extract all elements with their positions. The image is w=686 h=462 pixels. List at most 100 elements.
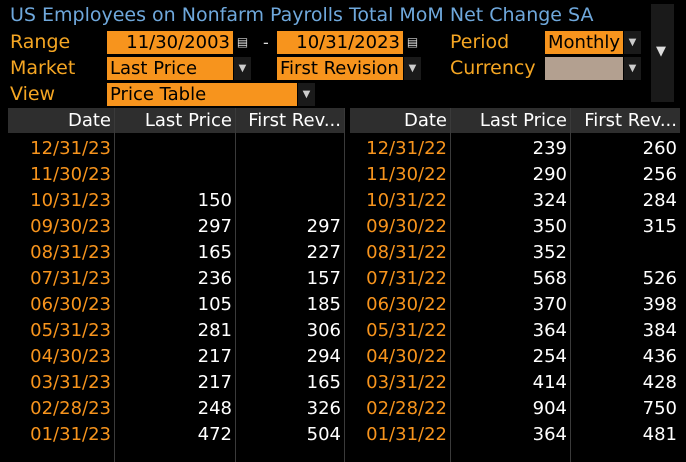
first-revision-cell[interactable]: 185 [306, 294, 341, 315]
first-revision-cell[interactable]: 260 [642, 138, 677, 159]
column-header-last-price[interactable]: Last Price [115, 108, 235, 133]
last-price-cell[interactable]: 297 [197, 216, 232, 237]
last-price-cell[interactable] [115, 136, 235, 162]
first-revision-cell[interactable]: 297 [306, 216, 341, 237]
view-select[interactable]: Price Table [107, 83, 297, 106]
column-header-first-revision[interactable]: First Rev... [571, 108, 680, 133]
first-revision-cell[interactable]: 256 [642, 164, 677, 185]
last-price-cell[interactable]: 150 [197, 190, 232, 211]
market-select[interactable]: Last Price [107, 57, 233, 80]
column-header-last-price[interactable]: Last Price [451, 108, 570, 133]
first-revision-cell[interactable]: 315 [642, 216, 677, 237]
last-price-cell[interactable]: 414 [532, 372, 567, 393]
options-menu-button[interactable]: ▼ [651, 4, 674, 102]
date-cell[interactable]: 04/30/23 [30, 346, 111, 367]
date-cell[interactable]: 06/30/23 [30, 294, 111, 315]
last-price-cell[interactable]: 254 [532, 346, 567, 367]
date-cell[interactable]: 02/28/23 [30, 398, 111, 419]
chevron-down-icon[interactable]: ▼ [234, 57, 251, 80]
range-separator: - [263, 33, 269, 52]
date-cell[interactable]: 01/31/23 [30, 424, 111, 445]
last-price-cell[interactable]: 370 [532, 294, 567, 315]
first-revision-cell[interactable]: 294 [306, 346, 341, 367]
chevron-down-icon[interactable]: ▼ [404, 57, 421, 80]
range-start-input[interactable]: 11/30/2003 [107, 31, 233, 54]
last-price-cell[interactable] [115, 162, 235, 188]
first-revision-cell[interactable]: 398 [642, 294, 677, 315]
column-divider [570, 108, 571, 462]
last-price-cell[interactable]: 165 [197, 242, 232, 263]
first-revision-cell[interactable]: 428 [642, 372, 677, 393]
last-price-cell[interactable]: 352 [532, 242, 567, 263]
last-price-cell[interactable]: 290 [532, 164, 567, 185]
first-revision-cell[interactable]: 526 [642, 268, 677, 289]
chevron-down-icon[interactable]: ▼ [298, 83, 315, 106]
first-revision-cell[interactable]: 157 [306, 268, 341, 289]
first-revision-cell[interactable] [236, 136, 344, 162]
first-revision-cell[interactable]: 436 [642, 346, 677, 367]
date-cell[interactable]: 02/28/22 [366, 398, 447, 419]
range-label: Range [10, 31, 71, 53]
last-price-cell[interactable]: 236 [197, 268, 232, 289]
first-revision-cell[interactable]: 165 [306, 372, 341, 393]
date-cell[interactable]: 10/31/23 [30, 190, 111, 211]
date-cell[interactable]: 12/31/22 [366, 138, 447, 159]
date-cell[interactable]: 08/31/23 [30, 242, 111, 263]
calendar-icon[interactable]: ▤ [404, 31, 421, 54]
range-end-input[interactable]: 10/31/2023 [277, 31, 403, 54]
date-cell[interactable]: 05/31/22 [366, 320, 447, 341]
column-header-date[interactable]: Date [8, 108, 114, 133]
last-price-cell[interactable]: 364 [532, 320, 567, 341]
date-cell[interactable]: 11/30/22 [366, 164, 447, 185]
date-cell[interactable]: 09/30/23 [30, 216, 111, 237]
calendar-icon[interactable]: ▤ [234, 31, 251, 54]
last-price-cell[interactable]: 217 [197, 346, 232, 367]
price-table: Date Last Price First Rev... Date Last P… [8, 108, 686, 462]
first-revision-cell[interactable]: 384 [642, 320, 677, 341]
column-header-first-revision[interactable]: First Rev... [236, 108, 344, 133]
date-cell[interactable]: 06/30/22 [366, 294, 447, 315]
last-price-cell[interactable]: 472 [197, 424, 232, 445]
date-cell[interactable]: 03/31/23 [30, 372, 111, 393]
date-cell[interactable]: 07/31/23 [30, 268, 111, 289]
first-revision-cell[interactable]: 284 [642, 190, 677, 211]
column-header-date[interactable]: Date [350, 108, 450, 133]
date-cell[interactable]: 04/30/22 [366, 346, 447, 367]
date-cell[interactable]: 12/31/23 [30, 138, 111, 159]
first-revision-cell[interactable]: 481 [642, 424, 677, 445]
last-price-cell[interactable]: 350 [532, 216, 567, 237]
first-revision-cell[interactable]: 750 [642, 398, 677, 419]
date-cell[interactable]: 01/31/22 [366, 424, 447, 445]
last-price-cell[interactable]: 239 [532, 138, 567, 159]
date-cell[interactable]: 03/31/22 [366, 372, 447, 393]
date-cell[interactable]: 10/31/22 [366, 190, 447, 211]
first-revision-cell[interactable]: 306 [306, 320, 341, 341]
date-cell[interactable]: 08/31/22 [366, 242, 447, 263]
first-revision-cell[interactable]: 326 [306, 398, 341, 419]
market-label: Market [10, 57, 76, 79]
view-label: View [10, 83, 56, 105]
column-divider [235, 108, 236, 462]
period-label: Period [450, 31, 510, 53]
date-cell[interactable]: 11/30/23 [30, 164, 111, 185]
menu-icon: ▼ [656, 44, 666, 59]
first-revision-cell[interactable] [571, 240, 680, 266]
revision-select[interactable]: First Revision [277, 57, 403, 80]
date-cell[interactable]: 05/31/23 [30, 320, 111, 341]
chevron-down-icon[interactable]: ▼ [624, 31, 641, 54]
first-revision-cell[interactable]: 504 [306, 424, 341, 445]
last-price-cell[interactable]: 105 [197, 294, 232, 315]
last-price-cell[interactable]: 364 [532, 424, 567, 445]
date-cell[interactable]: 09/30/22 [366, 216, 447, 237]
last-price-cell[interactable]: 217 [197, 372, 232, 393]
date-cell[interactable]: 07/31/22 [366, 268, 447, 289]
last-price-cell[interactable]: 324 [532, 190, 567, 211]
first-revision-cell[interactable]: 227 [306, 242, 341, 263]
last-price-cell[interactable]: 904 [532, 398, 567, 419]
first-revision-cell[interactable] [236, 188, 344, 214]
period-select[interactable]: Monthly [545, 31, 623, 54]
last-price-cell[interactable]: 568 [532, 268, 567, 289]
last-price-cell[interactable]: 248 [197, 398, 232, 419]
first-revision-cell[interactable] [236, 162, 344, 188]
last-price-cell[interactable]: 281 [197, 320, 232, 341]
